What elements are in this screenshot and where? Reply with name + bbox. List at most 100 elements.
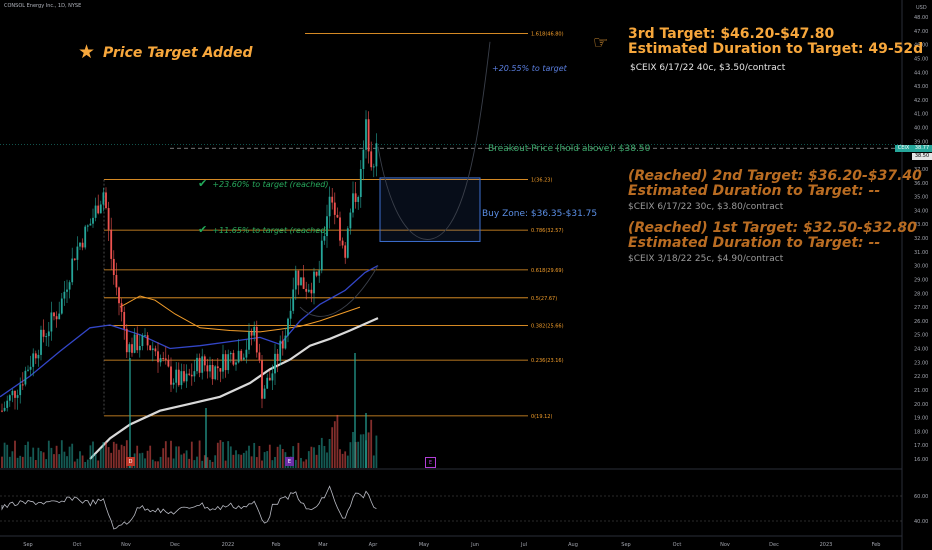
fib-label: 0.382(25.66) — [531, 324, 564, 330]
volume-bar — [66, 456, 68, 468]
candle-body — [60, 298, 63, 314]
volume-bar — [232, 454, 235, 468]
x-tick-label: Jun — [470, 542, 479, 548]
candle-body — [128, 344, 131, 353]
candle-body — [237, 350, 240, 363]
y-tick-label: 27.00 — [914, 305, 928, 311]
candle-body — [105, 192, 107, 209]
candle-body — [284, 335, 287, 349]
volume-bar — [123, 446, 126, 468]
x-tick-label: Oct — [73, 542, 82, 548]
volume-bar — [172, 458, 175, 468]
volume-bar — [302, 461, 305, 468]
volume-bar — [99, 448, 102, 468]
volume-bar — [159, 456, 162, 468]
candle-body — [63, 291, 66, 299]
y-tick-label: 42.00 — [914, 98, 928, 104]
volume-bar — [34, 460, 37, 468]
volume-spike — [365, 413, 367, 468]
check-icon: ✔ — [198, 223, 208, 236]
star-icon: ★ — [78, 41, 96, 63]
cup-curve — [299, 265, 379, 317]
candle-body — [326, 216, 328, 237]
x-tick-label: Oct — [673, 542, 682, 548]
candle-body — [162, 357, 165, 359]
candle-body — [235, 362, 237, 365]
volume-bar — [53, 454, 55, 468]
volume-bar — [310, 446, 313, 468]
reached1-line1: (Reached) 1st Target: $32.50-$32.80 — [628, 220, 917, 236]
reached-target-2: (Reached) 2nd Target: $36.20-$37.40 Esti… — [628, 169, 922, 213]
candle-body — [307, 289, 310, 292]
volume-bars — [1, 353, 378, 468]
candle-body — [73, 258, 76, 260]
y-tick-label: 23.00 — [914, 360, 928, 366]
volume-bar — [349, 442, 352, 468]
volume-bar — [71, 443, 74, 468]
volume-bar — [333, 421, 336, 468]
earnings-badge[interactable]: E — [285, 457, 294, 466]
buy-zone-box — [379, 177, 481, 242]
volume-bar — [323, 445, 326, 468]
dividend-badge[interactable]: D — [126, 457, 135, 466]
volume-bar — [359, 434, 362, 468]
volume-bar — [11, 451, 14, 468]
candle-body — [131, 344, 133, 353]
candle-body — [224, 354, 227, 371]
candle-body — [222, 354, 224, 372]
candle-body — [42, 329, 45, 337]
pct-reached-1: ✔ +23.60% to target (reached) — [198, 177, 329, 190]
volume-bar — [279, 444, 282, 468]
candle-body — [16, 395, 19, 398]
candle-body — [125, 328, 128, 353]
volume-spike — [205, 408, 207, 468]
y-tick-label: 43.00 — [914, 84, 928, 90]
volume-bar — [326, 452, 328, 468]
candle-body — [167, 359, 170, 367]
volume-bar — [255, 457, 258, 468]
y-tick-label: 24.00 — [914, 347, 928, 353]
candle-body — [302, 277, 305, 289]
volume-bar — [357, 441, 360, 468]
candle-body — [37, 354, 40, 359]
volume-bar — [214, 455, 217, 468]
volume-bar — [224, 460, 227, 468]
candle-body — [365, 119, 367, 150]
candle-body — [170, 366, 172, 385]
y-tick-label: 29.00 — [914, 277, 928, 283]
volume-bar — [248, 445, 250, 468]
volume-bar — [235, 450, 237, 468]
ticker-label: CONSOL Energy Inc., 1D, NYSE — [4, 3, 82, 9]
pct-reached-2: ✔ +11.65% to target (reached) — [198, 223, 329, 236]
volume-bar — [263, 452, 266, 468]
earnings-badge-upcoming[interactable]: E — [425, 457, 436, 468]
candle-body — [211, 365, 214, 380]
projection-curve — [299, 41, 491, 317]
candle-body — [154, 348, 157, 352]
volume-bar — [281, 449, 284, 468]
x-tick-label: Aug — [568, 542, 578, 548]
candle-body — [320, 240, 323, 271]
volume-bar — [94, 454, 97, 468]
candle-body — [206, 365, 209, 372]
volume-bar — [50, 447, 53, 468]
candle-body — [289, 310, 292, 319]
volume-bar — [154, 461, 157, 468]
candle-body — [261, 360, 263, 399]
x-tick-label: Feb — [272, 542, 281, 548]
candle-body — [144, 335, 146, 337]
y-tick-label: 22.00 — [914, 374, 928, 380]
candle-body — [253, 326, 256, 336]
volume-bar — [146, 450, 149, 468]
candle-body — [240, 350, 243, 360]
x-tick-label: Dec — [170, 542, 180, 548]
candle-body — [81, 242, 84, 248]
candle-body — [336, 214, 339, 218]
candle-body — [183, 371, 185, 382]
volume-bar — [118, 449, 120, 468]
candles — [1, 110, 378, 413]
candle-body — [287, 318, 289, 336]
volume-bar — [16, 457, 19, 468]
candle-body — [157, 351, 159, 363]
